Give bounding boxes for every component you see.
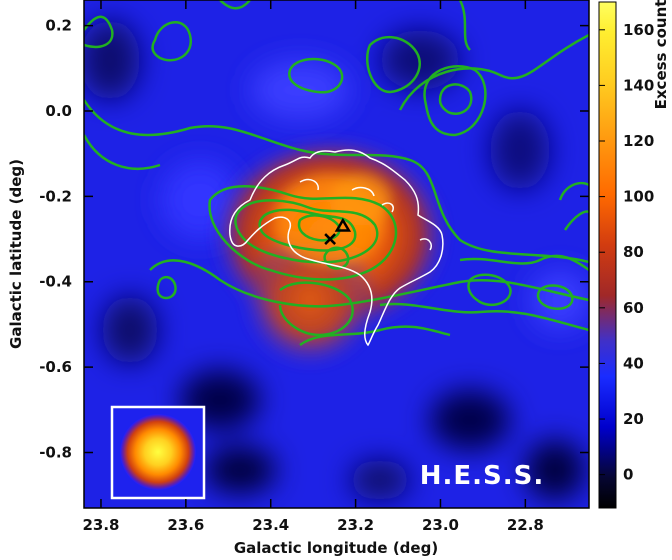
green-contour-line: [84, 15, 114, 49]
plot-frame: [83, 0, 590, 509]
markers: [324, 217, 352, 245]
x-tick-label: 23.0: [422, 516, 459, 534]
y-tick-label: 0.0: [45, 102, 72, 120]
hess-watermark: H.E.S.S.: [420, 461, 544, 491]
x-axis-ticks: 23.8 23.6 23.4 23.2 23.0 22.8: [82, 0, 544, 534]
green-contour-line: [459, 254, 589, 272]
green-contour-line: [398, 33, 589, 111]
green-contour-line: [84, 134, 161, 170]
colorbar-tick-label: 40: [623, 354, 644, 372]
green-contour-line: [278, 281, 354, 337]
colorbar-tick-label: 100: [623, 188, 654, 206]
psf-inset: [110, 405, 206, 500]
white-outline: [351, 186, 375, 197]
white-outline: [299, 178, 319, 191]
y-tick-label: -0.6: [39, 358, 72, 376]
x-tick-label: 23.2: [337, 516, 374, 534]
green-contour-line: [458, 0, 472, 51]
green-contour-line: [258, 208, 357, 252]
colorbar-tick-label: 160: [623, 21, 654, 39]
colorbar-tick-label: 0: [623, 466, 633, 484]
green-contour-line: [365, 35, 421, 94]
green-contour-line: [536, 284, 574, 310]
colorbar-tick-label: 80: [623, 243, 644, 261]
green-contour-line: [299, 325, 451, 347]
colorbar-title: Excess counts: [652, 0, 670, 109]
white-outline: [381, 202, 394, 213]
y-tick-label: -0.2: [39, 187, 72, 205]
green-contour-line: [288, 57, 344, 94]
green-contour-line: [156, 275, 177, 300]
x-tick-label: 23.6: [167, 516, 204, 534]
colorbar-tick-label: 20: [623, 410, 644, 428]
green-contours: [84, 0, 589, 347]
green-contour-line: [423, 65, 487, 137]
y-axis-ticks: 0.2 0.0 -0.2 -0.4 -0.6 -0.8: [39, 17, 589, 462]
x-marker: [324, 233, 337, 245]
colorbar-gradient: [598, 1, 617, 509]
colorbar: 0 20 40 60 80 100 120 140 160 Excess counts: [598, 0, 670, 509]
y-tick-label: -0.4: [39, 273, 72, 291]
green-contour-line: [149, 259, 589, 308]
green-contour-line: [151, 21, 193, 62]
triangle-marker: [334, 217, 352, 232]
green-contour-line: [297, 214, 341, 242]
green-contour-line: [208, 185, 398, 281]
colorbar-tick-label: 60: [623, 299, 644, 317]
green-contour-line: [563, 210, 589, 231]
x-tick-label: 23.8: [82, 516, 119, 534]
green-contour-line: [84, 99, 589, 264]
green-contour-line: [467, 273, 512, 307]
y-tick-label: -0.8: [39, 444, 72, 462]
white-outline: [229, 149, 444, 347]
y-axis-title: Galactic latitude (deg): [7, 159, 25, 349]
green-contour-line: [438, 83, 473, 115]
green-contour-line: [219, 0, 251, 10]
psf-spot: [120, 414, 196, 490]
colorbar-tick-label: 140: [623, 76, 654, 94]
colorbar-ticks: 0 20 40 60 80 100 120 140 160: [599, 21, 654, 484]
colorbar-tick-label: 120: [623, 132, 654, 150]
green-contour-line: [379, 302, 589, 332]
green-contour-line: [234, 199, 379, 264]
y-tick-label: 0.2: [45, 17, 72, 35]
x-tick-label: 22.8: [507, 516, 544, 534]
x-tick-label: 23.4: [252, 516, 289, 534]
white-outline-contours: [229, 149, 444, 347]
green-contour-line: [558, 181, 589, 201]
x-axis-title: Galactic longitude (deg): [234, 539, 438, 557]
white-outline: [419, 238, 432, 251]
